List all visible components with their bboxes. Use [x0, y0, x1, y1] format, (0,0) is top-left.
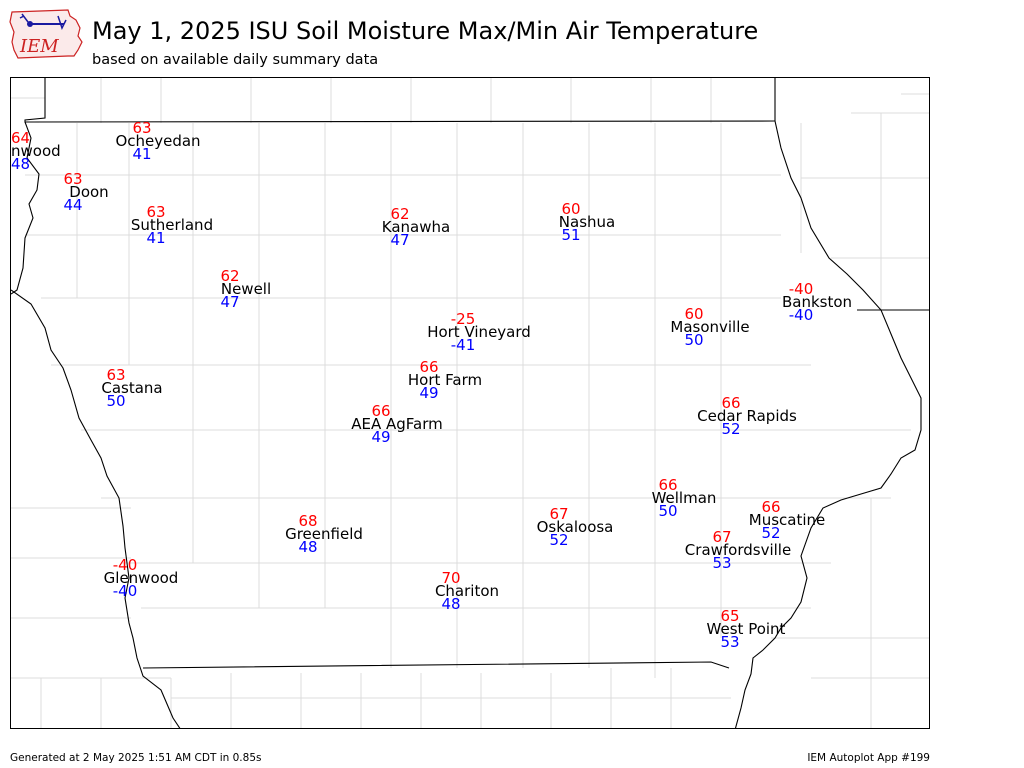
min-temp-label: 51	[561, 226, 580, 244]
station-name-label: Masonville	[670, 318, 749, 336]
max-temp-label: 66	[371, 402, 390, 420]
max-temp-label: 62	[220, 267, 239, 285]
station-name-label: Oskaloosa	[537, 518, 614, 536]
page-subtitle: based on available daily summary data	[92, 52, 379, 68]
iem-logo: IEM	[8, 6, 84, 62]
max-temp-label: 66	[761, 498, 780, 516]
min-temp-label: 52	[721, 420, 740, 438]
max-temp-label: 62	[390, 205, 409, 223]
min-temp-label: 50	[106, 392, 125, 410]
station-name-label: Wellman	[652, 489, 717, 507]
county-lines	[11, 78, 929, 728]
min-temp-label: 41	[146, 229, 165, 247]
station-name-label: Bankston	[782, 293, 852, 311]
station-name-label: Sutherland	[131, 216, 213, 234]
station-name-label: Ocheyedan	[115, 132, 200, 150]
min-temp-label: 41	[132, 145, 151, 163]
max-temp-label: 65	[720, 607, 739, 625]
station-name-label: Nashua	[559, 213, 615, 231]
max-temp-label: 66	[419, 358, 438, 376]
min-temp-label: 52	[549, 531, 568, 549]
max-temp-label: 63	[106, 366, 125, 384]
logo-text: IEM	[19, 36, 59, 57]
max-temp-label: 67	[549, 505, 568, 523]
max-temp-label: 63	[63, 170, 82, 188]
max-temp-label: -40	[789, 280, 814, 298]
station-name-label: Castana	[101, 379, 162, 397]
min-temp-label: 53	[712, 554, 731, 572]
min-temp-label: 48	[11, 155, 30, 173]
station-name-label: Newell	[221, 280, 271, 298]
station-name-label: West Point	[707, 620, 786, 638]
station-name-label: Crawfordsville	[685, 541, 791, 559]
min-temp-label: 47	[220, 293, 239, 311]
min-temp-label: 48	[441, 595, 460, 613]
map-panel: 64 nwood 48 63 Ocheyedan 41 63 Doon 44 63 Sutherla…	[10, 77, 930, 729]
min-temp-label: 48	[298, 538, 317, 556]
min-temp-label: 50	[658, 502, 677, 520]
max-temp-label: 60	[561, 200, 580, 218]
min-temp-label: 50	[684, 331, 703, 349]
station-name-label: Greenfield	[285, 525, 363, 543]
station-name-label: Muscatine	[749, 511, 826, 529]
min-temp-label: -41	[451, 336, 476, 354]
max-temp-label: 67	[712, 528, 731, 546]
max-temp-label: 66	[658, 476, 677, 494]
station-name-label: Glenwood	[104, 569, 179, 587]
min-temp-label: 44	[63, 196, 82, 214]
min-temp-label: 49	[419, 384, 438, 402]
station-name-label: Chariton	[435, 582, 499, 600]
station-name-label: Hort Vineyard	[427, 323, 531, 341]
page-title: May 1, 2025 ISU Soil Moisture Max/Min Ai…	[92, 17, 759, 45]
min-temp-label: -40	[113, 582, 138, 600]
state-borders	[11, 78, 929, 728]
min-temp-label: 47	[390, 231, 409, 249]
max-temp-label: 64	[11, 129, 30, 147]
max-temp-label: 63	[132, 119, 151, 137]
station-name-label: Kanawha	[382, 218, 450, 236]
max-temp-label: 70	[441, 569, 460, 587]
max-temp-label: 63	[146, 203, 165, 221]
max-temp-label: 60	[684, 305, 703, 323]
min-temp-label: 53	[720, 633, 739, 651]
max-temp-label: -40	[113, 556, 138, 574]
footer-app: IEM Autoplot App #199	[807, 752, 930, 764]
min-temp-label: 49	[371, 428, 390, 446]
min-temp-label: 52	[761, 524, 780, 542]
min-temp-label: -40	[789, 306, 814, 324]
max-temp-label: 68	[298, 512, 317, 530]
footer-generated: Generated at 2 May 2025 1:51 AM CDT in 0…	[10, 752, 262, 764]
station-name-label: Doon	[69, 183, 108, 201]
station-name-label: nwood	[11, 142, 61, 160]
max-temp-label: -25	[451, 310, 476, 328]
max-temp-label: 66	[721, 394, 740, 412]
station-name-label: AEA AgFarm	[351, 415, 443, 433]
station-name-label: Cedar Rapids	[697, 407, 797, 425]
station-name-label: Hort Farm	[408, 371, 482, 389]
